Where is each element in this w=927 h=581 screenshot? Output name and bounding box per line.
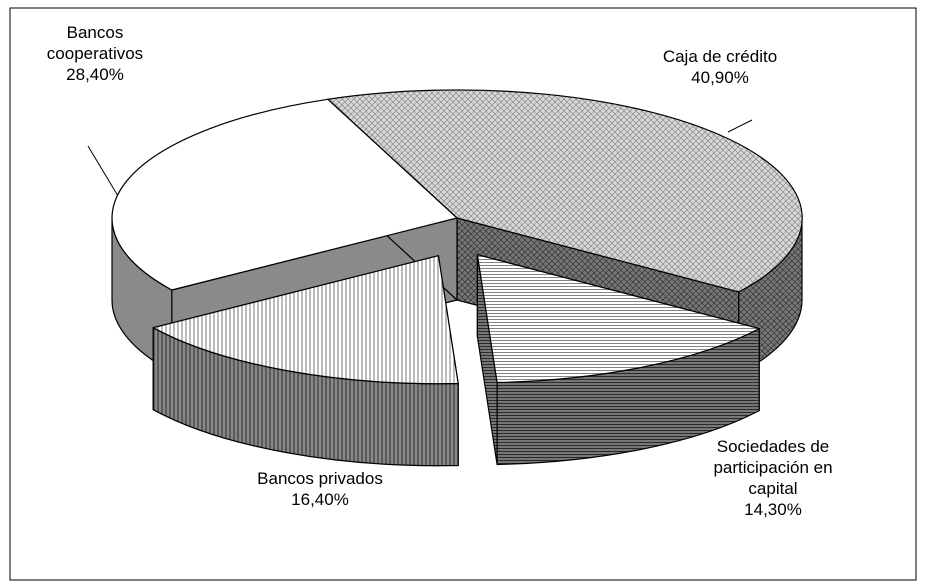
label-name: Bancos cooperativos (46, 23, 144, 63)
slice-label: Bancos privados 16,40% (230, 468, 410, 510)
label-name: Sociedades de participación en capital (713, 437, 833, 498)
slice (111, 98, 458, 291)
leader-line (87, 145, 119, 197)
label-name: Bancos privados (257, 469, 383, 488)
slice (152, 255, 459, 385)
label-value: 28,40% (66, 65, 124, 84)
slice (476, 254, 760, 384)
pie (111, 89, 803, 467)
label-name: Caja de crédito (662, 47, 778, 66)
label-value: 40,90% (691, 68, 749, 87)
slice-label: Bancos cooperativos 28,40% (20, 22, 170, 85)
chart-border (9, 7, 917, 581)
slice (327, 89, 803, 293)
slice-label: Caja de crédito 40,90% (640, 46, 800, 88)
slice-label: Sociedades de participación en capital 14… (688, 436, 858, 520)
leader-line (727, 119, 753, 133)
label-value: 14,30% (744, 500, 802, 519)
label-value: 16,40% (291, 490, 349, 509)
